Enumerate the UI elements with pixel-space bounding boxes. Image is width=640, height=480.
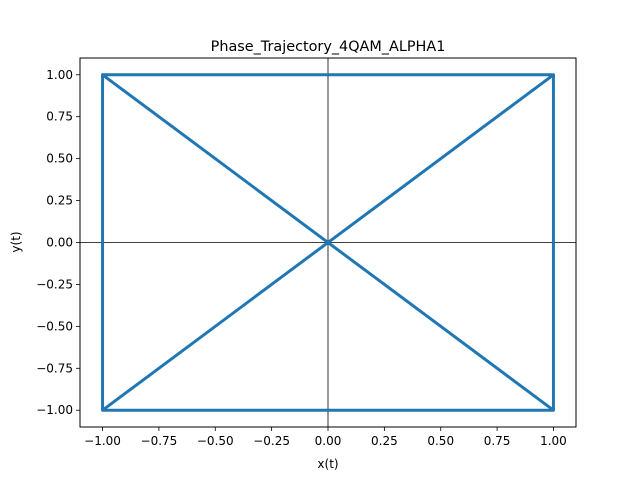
chart-title: Phase_Trajectory_4QAM_ALPHA1: [211, 39, 446, 55]
y-tick-label: −0.75: [36, 361, 73, 375]
x-tick-label: 0.25: [371, 434, 398, 448]
y-axis-label: y(t): [9, 231, 23, 252]
y-tick-label: −0.50: [36, 319, 73, 333]
y-tick-label: 1.00: [46, 68, 73, 82]
x-tick-label: −0.25: [253, 434, 290, 448]
y-tick-label: −1.00: [36, 403, 73, 417]
x-tick-label: −0.75: [141, 434, 178, 448]
x-tick-label: −0.50: [197, 434, 234, 448]
y-tick-label: 0.25: [46, 194, 73, 208]
y-tick-label: −0.25: [36, 277, 73, 291]
plot-area: −1.00 −0.75 −0.50 −0.25 0.00 0.25 0.50 0.75 1.00…: [36, 57, 577, 448]
series-line-0: [101, 73, 555, 412]
x-tick-label: 0.00: [315, 434, 342, 448]
x-tick-label: 0.50: [427, 434, 454, 448]
x-tick-label: 0.75: [484, 434, 511, 448]
y-tick-label: 0.50: [46, 152, 73, 166]
x-tick-label: −1.00: [84, 434, 121, 448]
x-axis-label: x(t): [317, 457, 338, 471]
x-tick-label: 1.00: [540, 434, 567, 448]
y-tick-label: 0.00: [46, 236, 73, 250]
y-tick-label: 0.75: [46, 110, 73, 124]
